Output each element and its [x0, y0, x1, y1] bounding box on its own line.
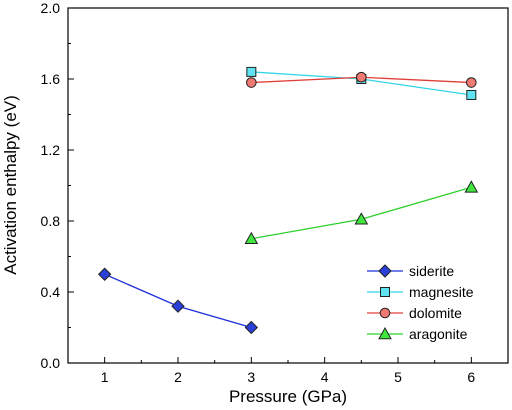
x-axis-ticks: 1 2 3 4 5 6: [101, 357, 475, 385]
x-tick-label: 3: [247, 369, 255, 385]
legend-marker: [380, 287, 390, 297]
series-aragonite: [244, 180, 479, 245]
legend-item-aragonite: aragonite: [367, 326, 468, 342]
y-tick-label: 0.4: [41, 284, 61, 300]
legend-item-dolomite: dolomite: [367, 305, 462, 321]
data-point-dolomite: [466, 77, 477, 88]
legend-item-magnesite: magnesite: [367, 284, 474, 300]
data-point-dolomite: [246, 77, 257, 88]
data-point-siderite: [97, 267, 112, 281]
y-axis-ticks: 0.0 0.4 0.8 1.2 1.6 2.0: [41, 0, 74, 371]
data-point-siderite: [171, 299, 185, 313]
data-point-magnesite: [246, 66, 257, 77]
legend-marker: [379, 307, 391, 319]
legend-label: dolomite: [409, 305, 462, 321]
legend-label: siderite: [409, 263, 454, 279]
data-point-aragonite: [464, 180, 479, 193]
y-tick-label: 0.0: [41, 355, 61, 371]
y-tick-label: 0.8: [41, 213, 61, 229]
x-tick-label: 2: [174, 369, 182, 385]
x-axis-title: Pressure (GPa): [229, 387, 347, 406]
series-dolomite: [246, 71, 477, 88]
y-tick-label: 2.0: [41, 0, 61, 16]
y-tick-label: 1.2: [41, 142, 61, 158]
x-tick-label: 1: [101, 369, 109, 385]
legend-marker: [378, 326, 392, 340]
data-point-magnesite: [466, 89, 477, 100]
series-layer: [97, 66, 479, 335]
x-tick-label: 6: [467, 369, 475, 385]
legend-label: aragonite: [409, 326, 468, 342]
data-point-aragonite: [244, 231, 259, 245]
data-point-dolomite: [356, 71, 367, 83]
legend-marker: [378, 264, 392, 278]
y-tick-label: 1.6: [41, 71, 61, 87]
legend: siderite magnesite dolomite aragonite: [367, 263, 474, 342]
legend-item-siderite: siderite: [367, 263, 454, 279]
x-tick-label: 5: [394, 369, 402, 385]
y-axis-title: Activation enthalpy (eV): [1, 95, 20, 275]
series-siderite: [97, 267, 259, 335]
legend-label: magnesite: [409, 284, 474, 300]
x-tick-label: 4: [321, 369, 329, 385]
data-point-siderite: [244, 320, 259, 335]
data-point-aragonite: [354, 212, 369, 225]
